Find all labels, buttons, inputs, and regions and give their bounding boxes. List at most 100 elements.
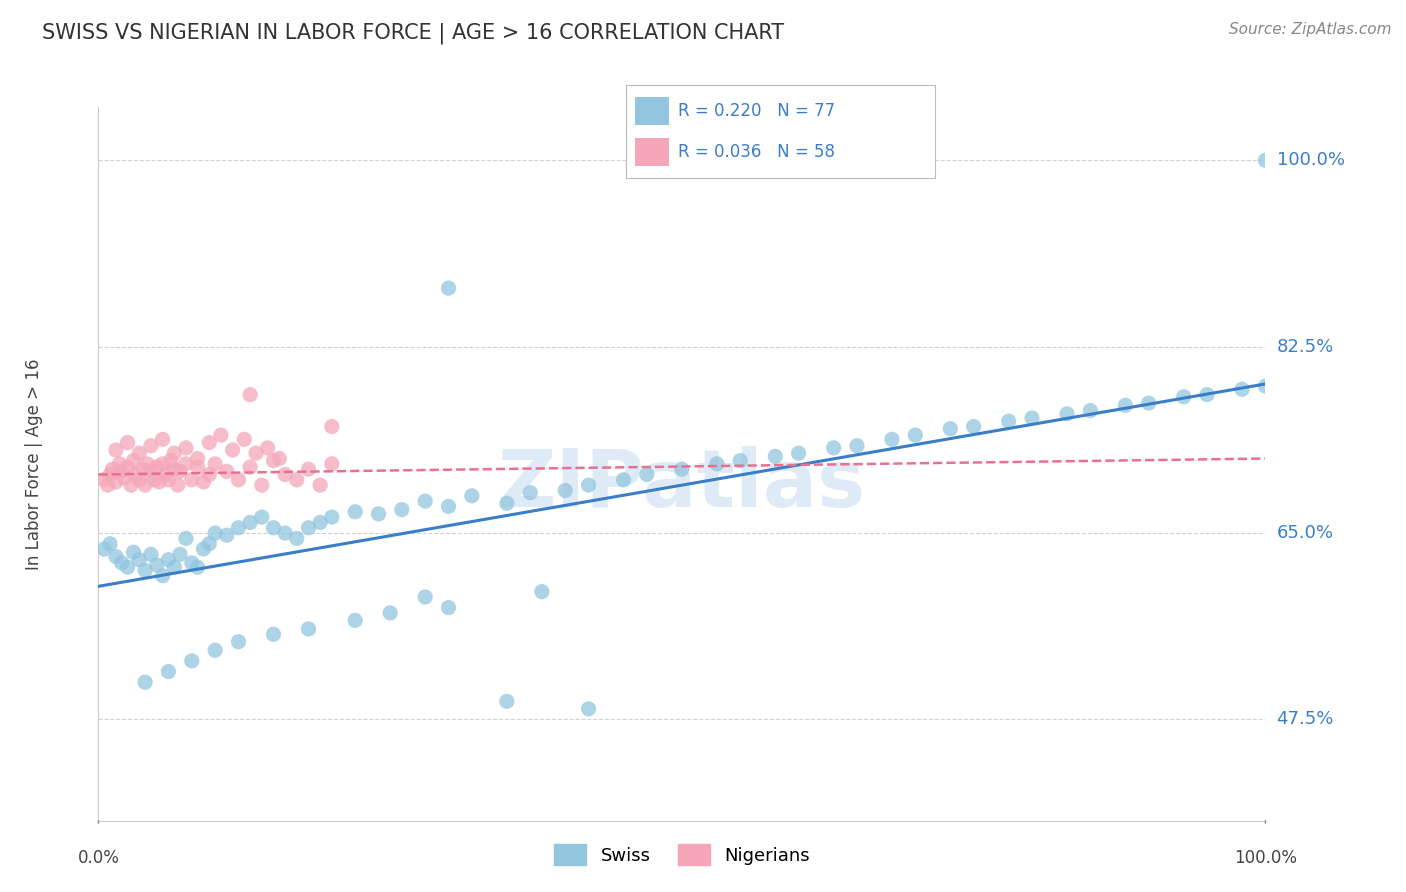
Point	[104, 442, 127, 457]
Point	[111, 556, 134, 570]
Point	[763, 450, 786, 464]
Point	[97, 478, 120, 492]
Text: 47.5%: 47.5%	[1277, 710, 1334, 729]
Point	[578, 702, 600, 716]
Point	[93, 542, 115, 557]
Point	[98, 537, 121, 551]
Point	[612, 473, 634, 487]
Point	[221, 442, 243, 457]
Point	[146, 558, 169, 572]
Text: In Labor Force | Age > 16: In Labor Force | Age > 16	[25, 358, 44, 570]
Point	[152, 433, 174, 447]
Point	[209, 428, 232, 442]
Point	[274, 526, 297, 541]
Point	[904, 428, 927, 442]
Point	[125, 467, 148, 482]
Text: R = 0.036   N = 58: R = 0.036 N = 58	[678, 144, 835, 161]
Point	[413, 494, 436, 508]
Point	[187, 460, 209, 475]
Text: 82.5%: 82.5%	[1277, 338, 1334, 356]
Point	[180, 654, 202, 668]
Text: R = 0.220   N = 77: R = 0.220 N = 77	[678, 102, 835, 120]
Point	[250, 510, 273, 524]
Point	[122, 453, 145, 467]
Point	[554, 483, 576, 498]
Point	[233, 433, 256, 447]
Point	[117, 560, 139, 574]
Point	[262, 627, 284, 641]
Point	[321, 419, 343, 434]
Point	[880, 433, 903, 447]
Point	[166, 478, 188, 492]
Point	[152, 457, 174, 471]
Legend: Swiss, Nigerians: Swiss, Nigerians	[547, 837, 817, 872]
Point	[157, 665, 180, 679]
Text: 65.0%: 65.0%	[1277, 524, 1333, 542]
Point	[128, 446, 150, 460]
Point	[180, 473, 202, 487]
Point	[321, 510, 343, 524]
Point	[297, 462, 319, 476]
Point	[495, 694, 517, 708]
Point	[939, 422, 962, 436]
Point	[146, 460, 169, 475]
FancyBboxPatch shape	[636, 138, 669, 166]
Point	[148, 475, 170, 489]
Point	[204, 526, 226, 541]
Point	[163, 446, 186, 460]
Point	[1254, 153, 1277, 168]
Point	[1173, 390, 1195, 404]
Point	[128, 552, 150, 566]
Point	[228, 521, 250, 535]
Point	[495, 496, 517, 510]
Point	[285, 473, 308, 487]
Point	[215, 528, 238, 542]
Point	[519, 485, 541, 500]
Point	[198, 537, 221, 551]
Point	[285, 532, 308, 546]
Point	[239, 387, 262, 401]
Point	[297, 622, 319, 636]
Point	[169, 464, 191, 478]
Point	[823, 441, 845, 455]
Point	[344, 505, 367, 519]
Point	[461, 489, 484, 503]
Point	[155, 467, 177, 482]
FancyBboxPatch shape	[636, 97, 669, 125]
Point	[193, 475, 215, 489]
Point	[128, 473, 150, 487]
Point	[187, 451, 209, 466]
Point	[1137, 396, 1160, 410]
Point	[152, 568, 174, 582]
Point	[239, 460, 262, 475]
Point	[437, 600, 460, 615]
Point	[256, 441, 278, 455]
Point	[101, 462, 124, 476]
Point	[245, 446, 267, 460]
Point	[1056, 407, 1078, 421]
Point	[174, 441, 197, 455]
Point	[187, 560, 209, 574]
Point	[157, 552, 180, 566]
Point	[344, 614, 367, 628]
Point	[274, 467, 297, 482]
Point	[671, 462, 693, 476]
Point	[391, 502, 413, 516]
Point	[204, 457, 226, 471]
Point	[93, 473, 115, 487]
Point	[98, 467, 121, 482]
Point	[139, 547, 162, 561]
Point	[180, 556, 202, 570]
Point	[159, 453, 181, 467]
Point	[250, 478, 273, 492]
Point	[193, 542, 215, 557]
Point	[730, 453, 752, 467]
Point	[1230, 382, 1253, 396]
Point	[104, 549, 127, 564]
Point	[706, 457, 728, 471]
Text: 100.0%: 100.0%	[1234, 849, 1296, 867]
Point	[787, 446, 810, 460]
Point	[136, 457, 159, 471]
Point	[297, 521, 319, 535]
Point	[636, 467, 658, 482]
